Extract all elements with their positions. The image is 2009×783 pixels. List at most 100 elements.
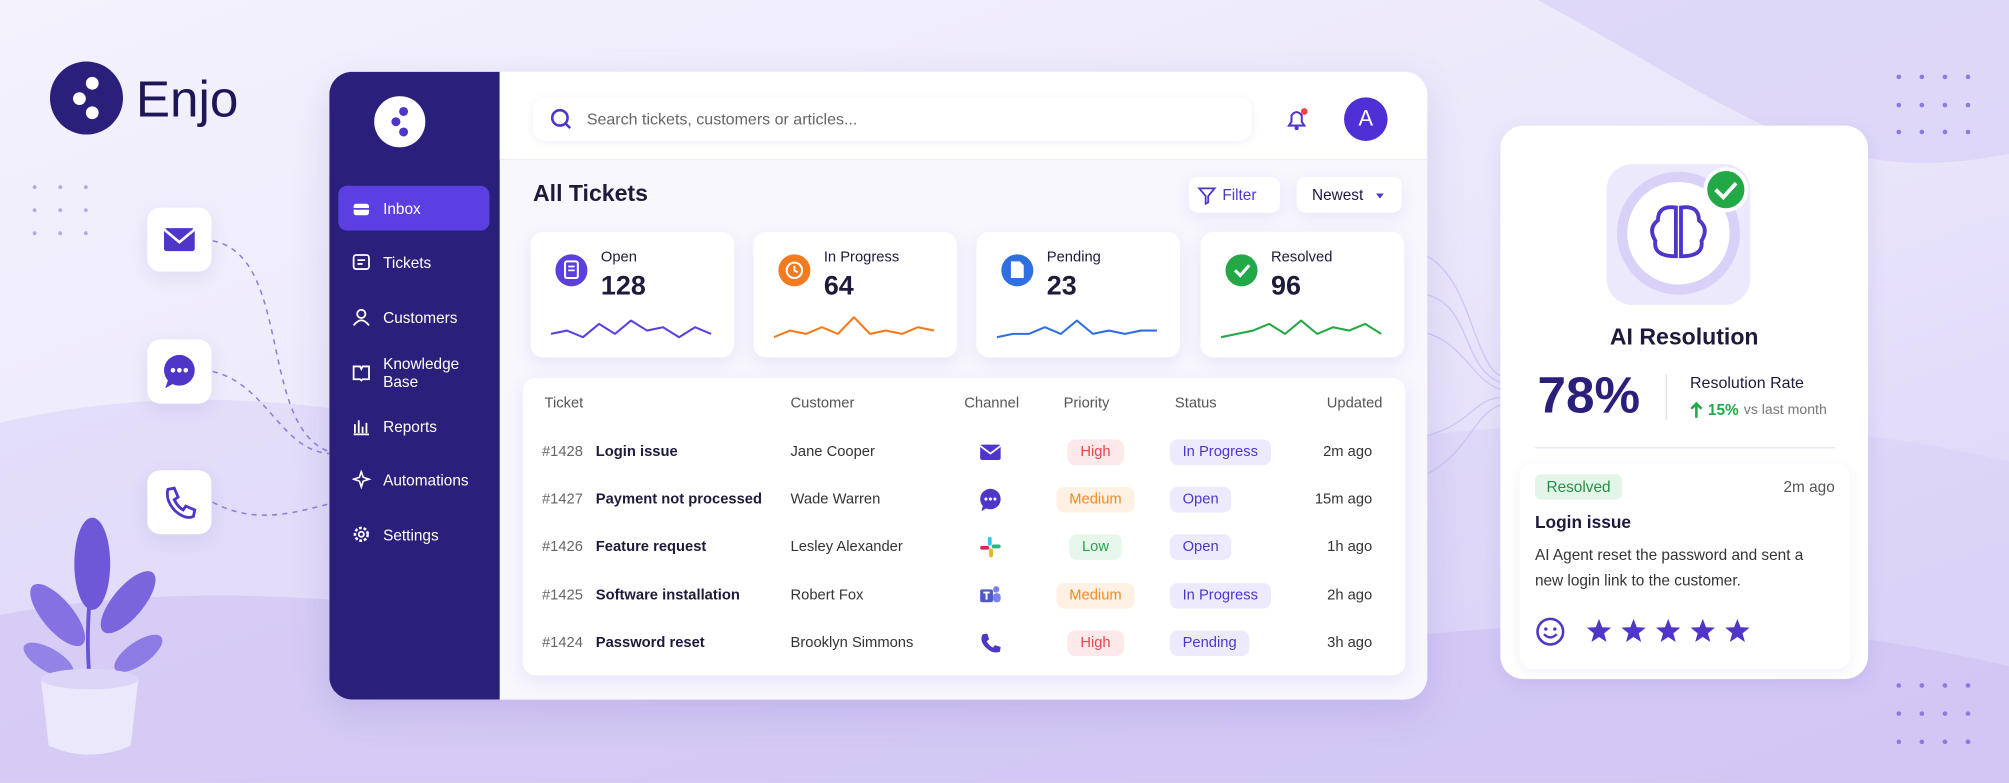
nav-label: Automations <box>383 470 469 489</box>
sparkline <box>550 314 718 349</box>
plant <box>23 517 163 755</box>
nav-label: Reports <box>383 417 437 435</box>
rate-label: Resolution Rate <box>1689 374 1804 393</box>
page-title: All Tickets <box>533 180 648 207</box>
sort-label: Newest <box>1312 185 1364 204</box>
change-label: vs last month <box>1743 402 1827 418</box>
divider <box>1534 447 1835 449</box>
customer: Wade Warren <box>790 492 881 508</box>
channel-icon <box>979 536 1002 559</box>
customer: Brooklyn Simmons <box>790 635 914 651</box>
search-icon <box>550 108 572 130</box>
ticket-id: #1428 <box>541 444 583 460</box>
channel-icon <box>979 584 1002 607</box>
customer: Jane Cooper <box>790 444 875 460</box>
change-value: 15% <box>1707 401 1739 419</box>
stat-card <box>530 231 735 358</box>
search-bar[interactable]: Search tickets, customers or articles... <box>533 97 1252 141</box>
stat-card <box>753 231 958 358</box>
ai-rate: 78% <box>1537 367 1641 425</box>
status-badge: In Progress <box>1169 439 1271 466</box>
sparkline <box>996 314 1164 349</box>
nav-item[interactable]: Customers <box>338 295 489 340</box>
column-header: Customer <box>790 395 855 412</box>
status-badge: In Progress <box>1169 582 1271 609</box>
brand-name: Enjo <box>135 71 239 129</box>
column-header: Status <box>1174 395 1217 412</box>
phone-channel <box>147 470 212 535</box>
priority-badge: Medium <box>1056 486 1135 513</box>
stat-icon <box>1221 250 1262 297</box>
nav-item[interactable]: Reports <box>338 404 489 449</box>
column-header: Ticket <box>544 395 584 412</box>
ticket-id: #1425 <box>541 588 583 604</box>
updated: 2h ago <box>1327 588 1373 604</box>
stat-card <box>1200 231 1405 358</box>
stat-icon <box>997 250 1038 297</box>
filter-button[interactable]: Filter <box>1189 176 1280 213</box>
column-header: Channel <box>964 395 1020 412</box>
ai-brain-icon <box>1606 164 1751 305</box>
rating <box>1536 617 1750 646</box>
stat-value: 96 <box>1271 271 1301 302</box>
search-placeholder: Search tickets, customers or articles... <box>586 110 858 129</box>
nav-item[interactable]: Inbox <box>338 185 490 231</box>
stat-label: Resolved <box>1271 249 1333 266</box>
column-header: Updated <box>1326 395 1383 412</box>
avatar[interactable]: A <box>1344 97 1388 141</box>
updated: 2m ago <box>1323 444 1373 460</box>
updated: 3h ago <box>1327 635 1373 651</box>
stat-value: 128 <box>600 271 646 302</box>
priority-badge: High <box>1067 439 1124 466</box>
updated: 1h ago <box>1327 539 1373 555</box>
email-channel <box>147 207 212 272</box>
chat-channel <box>147 339 212 404</box>
sparkline <box>1220 314 1388 349</box>
nav-item[interactable]: Knowledge Base <box>338 350 489 395</box>
sidebar-logo <box>374 96 426 148</box>
stat-icon <box>551 250 592 297</box>
ticket-title[interactable]: Software installation <box>595 588 740 604</box>
ai-title: AI Resolution <box>1609 324 1759 350</box>
stat-value: 23 <box>1046 271 1077 302</box>
nav-item[interactable]: Automations <box>338 457 489 502</box>
ticket-title[interactable]: Login issue <box>595 444 678 460</box>
nav-label: Settings <box>383 525 439 544</box>
priority-badge: Medium <box>1056 582 1135 609</box>
nav-label: Tickets <box>383 253 432 271</box>
stat-label: Pending <box>1046 249 1101 266</box>
sidebar <box>329 71 500 700</box>
updated: 15m ago <box>1314 492 1373 508</box>
recent-time: 2m ago <box>1783 477 1835 496</box>
customer: Lesley Alexander <box>790 539 903 555</box>
stat-value: 64 <box>823 271 854 302</box>
nav-item[interactable]: Tickets <box>338 240 489 285</box>
ticket-title[interactable]: Feature request <box>595 539 707 555</box>
sort-button[interactable]: Newest <box>1296 176 1402 213</box>
recent-description: AI Agent reset the password and sent a n… <box>1534 545 1804 589</box>
column-header: Priority <box>1063 395 1110 412</box>
ticket-id: #1427 <box>541 492 583 508</box>
nav-label: Inbox <box>383 199 421 218</box>
stat-card <box>976 231 1181 358</box>
stat-icon <box>774 250 815 297</box>
up-arrow <box>1690 401 1703 418</box>
customer: Robert Fox <box>790 588 864 604</box>
ticket-id: #1424 <box>541 635 583 651</box>
nav-item[interactable]: Settings <box>338 513 489 558</box>
channel-icon <box>979 632 1002 655</box>
stat-label: Open <box>600 249 637 266</box>
recent-title: Login issue <box>1534 512 1632 532</box>
channel-icon <box>979 488 1002 512</box>
ticket-title[interactable]: Payment not processed <box>595 492 763 508</box>
status-badge: Pending <box>1169 630 1250 656</box>
filter-label: Filter <box>1222 185 1257 204</box>
notifications-button[interactable] <box>1274 97 1319 141</box>
channel-icon <box>979 441 1002 464</box>
divider <box>1665 374 1667 421</box>
ticket-title[interactable]: Password reset <box>595 635 705 651</box>
stat-label: In Progress <box>823 249 900 266</box>
brand-logo <box>49 61 123 135</box>
